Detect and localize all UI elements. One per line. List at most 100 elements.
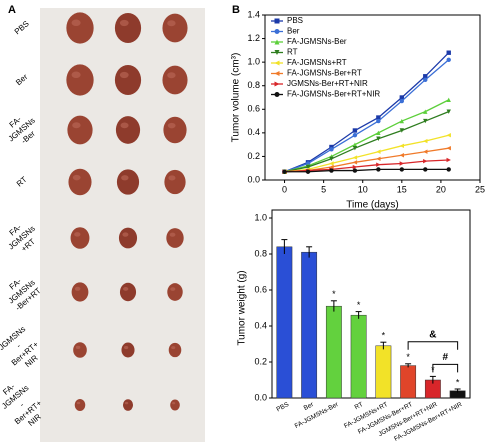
tumor xyxy=(119,282,137,302)
y-tick-label: 0.8 xyxy=(247,80,260,90)
x-tick-label: 0 xyxy=(282,184,287,194)
series-line xyxy=(284,134,449,173)
y-tick-label: 0.6 xyxy=(247,104,260,114)
tumor xyxy=(116,169,140,195)
point xyxy=(352,145,358,151)
point xyxy=(423,77,428,83)
point xyxy=(329,156,334,161)
tumor-highlight xyxy=(169,232,176,237)
tumor xyxy=(167,283,183,301)
series-line xyxy=(284,159,449,173)
point xyxy=(352,168,358,173)
x-tick-label: 20 xyxy=(436,184,446,194)
point xyxy=(376,115,381,120)
point xyxy=(423,158,428,164)
point xyxy=(282,169,287,174)
point xyxy=(446,50,451,55)
point xyxy=(329,164,334,170)
point xyxy=(329,144,334,150)
tumor xyxy=(118,227,138,249)
row-label-line: PBS xyxy=(13,19,31,36)
tumor-highlight xyxy=(121,175,129,181)
tumor xyxy=(163,116,187,144)
y-tick-label: 1.2 xyxy=(247,33,260,43)
legend-label: PBS xyxy=(287,16,303,25)
bar xyxy=(325,305,342,399)
point xyxy=(352,133,358,138)
point xyxy=(423,149,428,154)
tumor xyxy=(162,65,188,95)
tumor-highlight xyxy=(71,71,81,79)
x-tick-label: 25 xyxy=(475,184,485,194)
tumor xyxy=(67,115,93,145)
bar xyxy=(301,251,318,399)
x-tick-label: 10 xyxy=(358,184,368,194)
tumor-highlight xyxy=(72,174,81,181)
row-label-line: - xyxy=(18,400,26,409)
point xyxy=(376,149,381,154)
row-label-line: Ber xyxy=(14,72,30,87)
tumor-highlight xyxy=(123,345,129,350)
legend-marker xyxy=(274,81,280,87)
y-tick-label: 0.2 xyxy=(254,356,267,366)
point xyxy=(399,128,405,133)
panel-label: A xyxy=(8,4,16,16)
tumor xyxy=(170,399,180,411)
tumor-highlight xyxy=(172,402,176,405)
legend-marker xyxy=(274,39,280,45)
x-axis-label: Time (days) xyxy=(346,200,398,211)
y-tick-label: 0.4 xyxy=(247,127,260,137)
point xyxy=(305,161,311,166)
tumor xyxy=(166,228,184,248)
tumor xyxy=(115,116,141,144)
row-label: FA-JGMSNs-Ber+RT xyxy=(7,276,43,312)
legend-marker xyxy=(274,60,280,66)
tumor-highlight xyxy=(170,287,176,291)
point xyxy=(352,164,358,170)
legend-marker xyxy=(274,71,280,76)
point xyxy=(423,118,428,124)
point xyxy=(446,97,451,103)
point xyxy=(399,98,405,104)
series-line xyxy=(284,168,449,173)
chart-panel: B 0 5 10 15 20 25 0.0 0.2 0.4 0.6 0.8 1.0 1.2 1.4 Time … xyxy=(231,4,485,442)
tumor xyxy=(66,64,94,96)
significance-marker: * xyxy=(382,331,386,341)
tumor-highlight xyxy=(123,287,129,291)
y-tick-label: 1.4 xyxy=(247,9,260,19)
point xyxy=(329,161,334,166)
point xyxy=(329,147,334,152)
point xyxy=(423,109,428,114)
y-tick-label: 1.0 xyxy=(247,57,260,67)
tumor xyxy=(73,342,87,358)
tumor xyxy=(66,12,94,44)
tumor-highlight xyxy=(167,122,176,129)
tumor xyxy=(71,282,89,302)
bar xyxy=(350,314,367,399)
legend-marker xyxy=(274,29,280,34)
x-tick-label: RT xyxy=(354,401,365,411)
y-tick-label: 0.6 xyxy=(254,284,267,294)
bar xyxy=(400,365,417,399)
point xyxy=(376,130,381,136)
tumor-highlight xyxy=(168,175,176,181)
point xyxy=(352,142,358,147)
y-tick-label: 0.4 xyxy=(254,320,267,330)
point xyxy=(399,167,405,172)
plot-frame xyxy=(264,14,481,181)
tumor-highlight xyxy=(74,286,81,291)
point xyxy=(446,167,451,172)
legend-label: FA-JGMSNs-Ber+RT xyxy=(287,69,362,78)
series-line xyxy=(284,52,450,173)
point xyxy=(305,169,311,174)
tumor xyxy=(164,169,186,195)
y-tick-label: 0.2 xyxy=(247,151,260,161)
tumor xyxy=(74,399,86,411)
point xyxy=(446,109,451,114)
tumor xyxy=(114,13,142,43)
point xyxy=(446,133,451,138)
significance-marker: * xyxy=(332,289,336,299)
point xyxy=(352,128,358,133)
x-tick-label: FA-JGMSNs-Ber xyxy=(294,401,341,430)
y-axis-label: Tumor volume (cm³) xyxy=(231,53,242,143)
